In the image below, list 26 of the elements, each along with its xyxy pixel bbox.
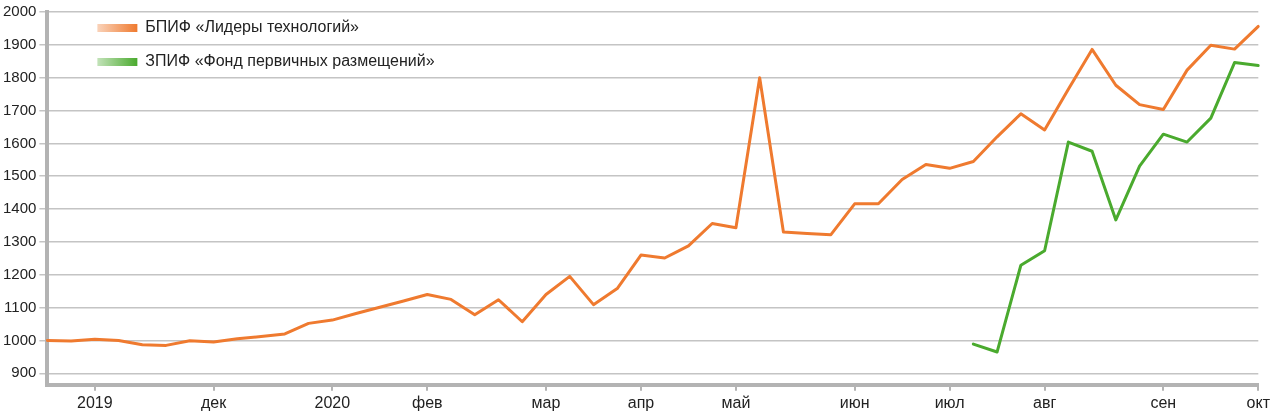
y-tick-label: 900 — [11, 363, 37, 381]
x-tick-label: авг — [1032, 393, 1057, 411]
y-tick-label: 1100 — [4, 297, 37, 315]
y-tick-label: 1600 — [2, 133, 37, 151]
x-tick-label: июл — [934, 393, 965, 411]
y-tick-label: 1200 — [2, 264, 37, 282]
y-tick-label: 1700 — [2, 100, 37, 118]
y-tick-label: 1900 — [2, 34, 37, 52]
x-tick-label: 2020 — [314, 393, 351, 411]
y-tick-label: 2000 — [2, 2, 37, 20]
x-tick-label: фев — [411, 393, 443, 411]
x-tick-label: мар — [531, 393, 561, 411]
x-tick-label: 2019 — [77, 393, 113, 411]
x-tick-label: июн — [839, 393, 870, 411]
y-tick-label: 1800 — [2, 67, 37, 85]
y-tick-label: 1400 — [2, 199, 37, 217]
y-tick-label: 1500 — [2, 166, 37, 184]
legend-label: БПИФ «Лидеры технологий» — [145, 18, 360, 36]
x-tick-label: апр — [627, 393, 655, 411]
x-tick-label: дек — [200, 393, 228, 411]
y-tick-label: 1300 — [2, 232, 37, 250]
x-tick-label: май — [721, 393, 751, 411]
x-tick-label: сен — [1150, 393, 1177, 411]
x-tick-label: окт — [1246, 393, 1271, 411]
legend-label: ЗПИФ «Фонд первичных размещений» — [145, 52, 435, 70]
y-tick-label: 1000 — [2, 330, 37, 348]
